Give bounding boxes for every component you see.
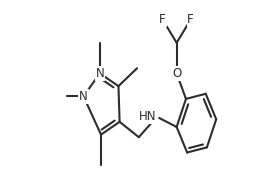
Text: O: O — [172, 67, 181, 80]
Text: F: F — [159, 13, 166, 26]
Text: N: N — [79, 90, 88, 103]
Text: N: N — [95, 67, 104, 80]
Text: HN: HN — [139, 110, 157, 123]
Text: F: F — [187, 13, 194, 26]
